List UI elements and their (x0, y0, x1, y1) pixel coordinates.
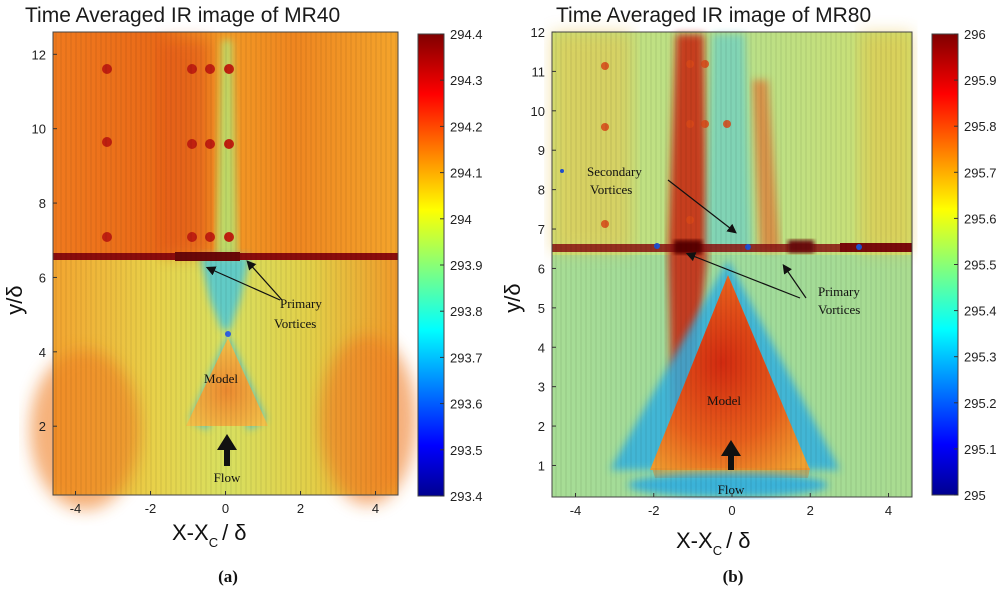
panel-a-flow-arrow (217, 434, 237, 466)
y-tick-label: 11 (532, 64, 546, 79)
x-tick-label: -2 (648, 503, 660, 518)
panel-a-title: Time Averaged IR image of MR40 (25, 4, 340, 27)
panel-b-xlabel-main: X-X (676, 528, 713, 553)
panel-b-flow-arrow (721, 440, 741, 470)
panel-b-primary-label-1: Primary (818, 284, 860, 299)
colorbar-tick-label: 295 (964, 488, 986, 503)
y-tick-label: 10 (32, 122, 46, 137)
x-tick-label: 0 (728, 503, 735, 518)
panel-a-xlabel-main: X-X (172, 520, 209, 545)
y-tick-label: 12 (531, 25, 545, 40)
x-tick-label: 0 (222, 501, 229, 516)
panel-a-xlabel-sub: C (209, 535, 218, 550)
colorbar-tick-label: 293.4 (450, 489, 483, 504)
y-tick-label: 5 (538, 301, 545, 316)
panel-b-ylabel: y/δ (500, 283, 525, 312)
colorbar-tick-label: 294.2 (450, 119, 483, 134)
y-tick-label: 4 (538, 340, 545, 355)
y-tick-label: 8 (39, 196, 46, 211)
colorbar-tick-label: 293.7 (450, 350, 483, 365)
y-tick-label: 3 (538, 380, 545, 395)
colorbar-tick-label: 295.2 (964, 396, 997, 411)
panel-b-xlabel-tail: / δ (726, 528, 750, 553)
x-tick-label: -2 (145, 501, 157, 516)
panel-b-primary-label-2: Vortices (818, 302, 860, 317)
panel-a-y-ticks: 2 4 6 8 10 12 (32, 47, 57, 434)
y-tick-label: 8 (538, 183, 545, 198)
y-tick-label: 2 (538, 419, 545, 434)
panel-a-xlabel-tail: / δ (222, 520, 246, 545)
panel-a-ylabel: y/δ (2, 285, 27, 314)
panel-b-colorbar-ticks: 296 295.9 295.8 295.7 295.6 295.5 295.4 295.3 29… (954, 27, 997, 503)
colorbar-tick-label: 295.7 (964, 165, 997, 180)
panel-b-flow-label: Flow (718, 482, 745, 497)
panel-b-heatmap (551, 31, 913, 498)
x-tick-label: 4 (885, 503, 892, 518)
y-tick-label: 1 (538, 458, 545, 473)
panel-a-primary-label-1: Primary (280, 296, 322, 311)
colorbar-tick-label: 295.5 (964, 258, 997, 273)
x-tick-label: 4 (372, 501, 379, 516)
panel-b-vortex-arrows (667, 179, 807, 299)
y-tick-label: 6 (538, 261, 545, 276)
y-tick-label: 2 (39, 419, 46, 434)
panel-b-model-label: Model (707, 393, 741, 408)
panel-a-colorbar-ticks: 294.4 294.3 294.2 294.1 294 293.9 293.8 293.7 29… (440, 27, 483, 504)
x-tick-label: 2 (297, 501, 304, 516)
colorbar-tick-label: 295.1 (964, 442, 997, 457)
x-tick-label: 2 (807, 503, 814, 518)
y-tick-label: 10 (531, 104, 545, 119)
colorbar-tick-label: 294.3 (450, 73, 483, 88)
colorbar-tick-label: 295.6 (964, 211, 997, 226)
colorbar-tick-label: 293.6 (450, 397, 483, 412)
y-tick-label: 7 (538, 222, 545, 237)
panel-b-xlabel: X-XC / δ (676, 528, 751, 558)
x-tick-label: -4 (570, 503, 582, 518)
panel-a-colorbar (417, 33, 445, 497)
colorbar-tick-label: 294.4 (450, 27, 483, 42)
y-tick-label: 4 (39, 345, 46, 360)
panel-a-heatmap (30, 31, 416, 510)
panel-a-vortex-arrows (205, 260, 283, 301)
colorbar-tick-label: 295.8 (964, 119, 997, 134)
panel-a: Time Averaged IR image of MR40 Model (2, 4, 483, 586)
y-tick-label: 9 (538, 143, 545, 158)
panel-b-secondary-label-1: Secondary (587, 164, 642, 179)
colorbar-tick-label: 293.5 (450, 443, 483, 458)
colorbar-tick-label: 295.3 (964, 350, 997, 365)
panel-b-xlabel-sub: C (713, 543, 722, 558)
colorbar-tick-label: 293.8 (450, 304, 483, 319)
panel-b-caption: (b) (723, 567, 744, 586)
panel-b: Time Averaged IR image of MR80 (500, 4, 997, 586)
panel-b-colorbar (931, 33, 959, 496)
panel-b-title: Time Averaged IR image of MR80 (556, 4, 871, 27)
colorbar-tick-label: 296 (964, 27, 986, 42)
colorbar-tick-label: 295.9 (964, 73, 997, 88)
panel-a-caption: (a) (218, 567, 238, 586)
x-tick-label: -4 (70, 501, 82, 516)
colorbar-tick-label: 294 (450, 212, 472, 227)
colorbar-tick-label: 293.9 (450, 258, 483, 273)
panel-a-x-ticks: -4 -2 0 2 4 (70, 491, 379, 516)
y-tick-label: 12 (32, 47, 46, 62)
panel-b-x-ticks: -4 -2 0 2 4 (570, 493, 892, 518)
panel-a-flow-label: Flow (214, 470, 241, 485)
panel-a-model-label: Model (204, 371, 238, 386)
panel-a-primary-label-2: Vortices (274, 316, 316, 331)
colorbar-tick-label: 295.4 (964, 304, 997, 319)
panel-b-secondary-label-2: Vortices (590, 182, 632, 197)
y-tick-label: 6 (39, 270, 46, 285)
colorbar-tick-label: 294.1 (450, 166, 483, 181)
panel-a-xlabel: X-XC / δ (172, 520, 247, 550)
